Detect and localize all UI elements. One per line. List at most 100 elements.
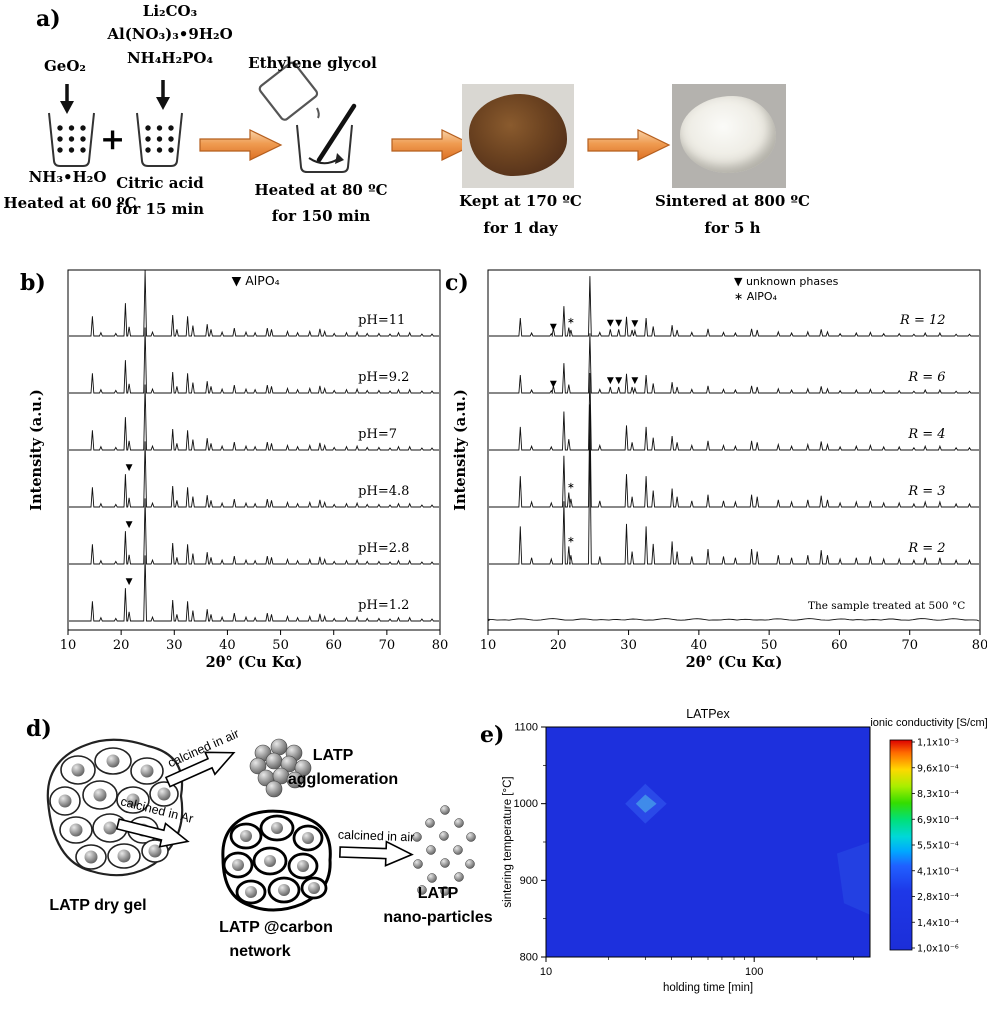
- x-tick-label: 10: [60, 638, 77, 653]
- series-label: pH=7: [358, 427, 397, 442]
- reagent-li2co3: Li₂CO₃: [142, 2, 198, 20]
- mix-condition-2: for 150 min: [271, 207, 371, 225]
- calcine-air-arrow-icon: [164, 751, 236, 788]
- xrd-trace: [69, 270, 439, 337]
- white-powder-pile: [679, 96, 776, 174]
- xrd-trace: [69, 327, 439, 394]
- y-axis-label: Intensity (a.u.): [28, 389, 45, 510]
- phase-marker: ▼: [615, 318, 622, 328]
- x-tick-label: 40: [691, 638, 708, 653]
- brown-powder-pile: [468, 94, 568, 176]
- plus-sign: +: [100, 122, 126, 157]
- x-tick-label: 50: [761, 638, 778, 653]
- panel-a-label: a): [36, 6, 61, 32]
- calcine-air-arrow2-icon: [338, 840, 414, 867]
- phase-marker: ∗: [567, 535, 575, 545]
- phase-marker: ∗: [567, 482, 575, 492]
- dry-condition-1: Kept at 170 ºC: [459, 192, 582, 210]
- down-arrow-icon: [156, 80, 170, 110]
- xrd-trace: [489, 404, 979, 508]
- contour-chart: LATPex 800 900 1000 1100 10 100 holding time [m…: [502, 707, 987, 994]
- contour-field: [546, 727, 870, 957]
- series-label: pH=9.2: [358, 370, 409, 385]
- x-tick-label: 10: [540, 966, 552, 978]
- x-axis-label: 2θ° (Cu Kα): [206, 654, 303, 671]
- series-label: The sample treated at 500 °C: [808, 600, 965, 612]
- y-tick-label: 1100: [514, 722, 538, 734]
- colorbar: [889, 739, 913, 951]
- reagent-geo2: GeO₂: [44, 57, 86, 75]
- xrd-chart-ph: 10 20 30 40 50 60 70 80 2θ° (Cu Kα) Intensity (a.…: [28, 269, 448, 671]
- phase-marker: ▼: [550, 323, 557, 333]
- dry-gel-blob: [46, 738, 184, 877]
- y-axis-label: Intensity (a.u.): [452, 389, 469, 510]
- legend-item: ▼ unknown phases: [734, 275, 839, 288]
- phase-marker: ▼: [631, 319, 638, 329]
- process-arrow-icon: [199, 129, 283, 161]
- y-axis-label: sintering temperature [°C]: [502, 776, 514, 907]
- series-label: pH=11: [358, 313, 405, 328]
- sinter-condition-1: Sintered at 800 ºC: [655, 192, 810, 210]
- panel-a-graphics: [48, 61, 671, 173]
- chart-title: LATPex: [686, 707, 730, 721]
- x-tick-label: 30: [166, 638, 183, 653]
- xrd-trace: [489, 372, 979, 451]
- phase-marker: ▼: [631, 376, 638, 386]
- nano-particles-dots: [412, 805, 476, 896]
- carbon-network-label-1: LATP @carbon: [219, 919, 333, 936]
- x-tick-label: 30: [620, 638, 637, 653]
- xrd-trace: [489, 333, 979, 395]
- colorbar-tick-label: 4,1x10⁻⁴: [917, 866, 959, 877]
- legend-item: ▼ AlPO₄: [232, 273, 280, 288]
- beaker2-solution-label: Citric acid: [116, 174, 204, 192]
- x-axis-label: 2θ° (Cu Kα): [686, 654, 783, 671]
- mix-condition-1: Heated at 80 ºC: [254, 181, 388, 199]
- colorbar-tick-label: 9,6x10⁻⁴: [917, 763, 959, 774]
- phase-marker: ▼: [126, 577, 133, 587]
- x-tick-label: 50: [272, 638, 289, 653]
- xrd-trace: [69, 498, 439, 565]
- series-label: R = 12: [899, 313, 946, 328]
- phase-marker: ▼: [615, 376, 622, 386]
- xrd-trace: [69, 555, 439, 622]
- colorbar-label: ionic conductivity [S/cm]: [870, 717, 987, 729]
- calcine-ar-arrow-icon: [115, 818, 190, 848]
- xrd-trace: [489, 276, 979, 337]
- y-tick-label: 900: [520, 875, 538, 887]
- x-tick-label: 10: [480, 638, 497, 653]
- dry-condition-2: for 1 day: [483, 219, 558, 237]
- x-axis-label: holding time [min]: [663, 982, 753, 994]
- dry-gel-label: LATP dry gel: [49, 897, 146, 914]
- x-tick-label: 60: [831, 638, 848, 653]
- reagent-alno3: Al(NO₃)₃•9H₂O: [107, 25, 233, 43]
- colorbar-tick-label: 8,3x10⁻⁴: [917, 789, 959, 800]
- panel-c-label: c): [445, 270, 469, 296]
- beaker-icon: [48, 112, 95, 167]
- series-label: R = 3: [907, 484, 945, 499]
- phase-marker: ∗: [567, 317, 575, 327]
- x-tick-label: 20: [550, 638, 567, 653]
- x-tick-label: 80: [972, 638, 987, 653]
- colorbar-tick-label: 2,8x10⁻⁴: [917, 892, 959, 903]
- xrd-trace: [489, 438, 979, 565]
- beaker1-condition: Heated at 60 ºC: [3, 194, 137, 212]
- y-tick-label: 800: [520, 952, 538, 964]
- phase-marker: ▼: [126, 520, 133, 530]
- colorbar-tick-label: 6,9x10⁻⁴: [917, 815, 959, 826]
- process-arrow-icon: [391, 129, 475, 161]
- carbon-network-blob: [221, 809, 332, 912]
- xrd-trace: [488, 618, 980, 622]
- panel-d-graphics: calcined in air calcined in Ar calcined …: [46, 726, 493, 960]
- contour-feature: [837, 842, 870, 915]
- down-arrow-icon: [60, 84, 74, 114]
- calcine-air-label-2: calcined in air: [338, 828, 415, 845]
- contour-feature: [635, 794, 657, 813]
- plot-frame: [67, 269, 441, 631]
- phase-marker: ▼: [550, 380, 557, 390]
- colorbar-tick-label: 1,4x10⁻⁴: [917, 918, 959, 929]
- x-tick-label: 100: [745, 966, 763, 978]
- panel-b-label: b): [20, 270, 46, 296]
- pour-label: Ethylene glycol: [248, 54, 377, 72]
- reagent-nh4h2po4: NH₄H₂PO₄: [126, 49, 214, 67]
